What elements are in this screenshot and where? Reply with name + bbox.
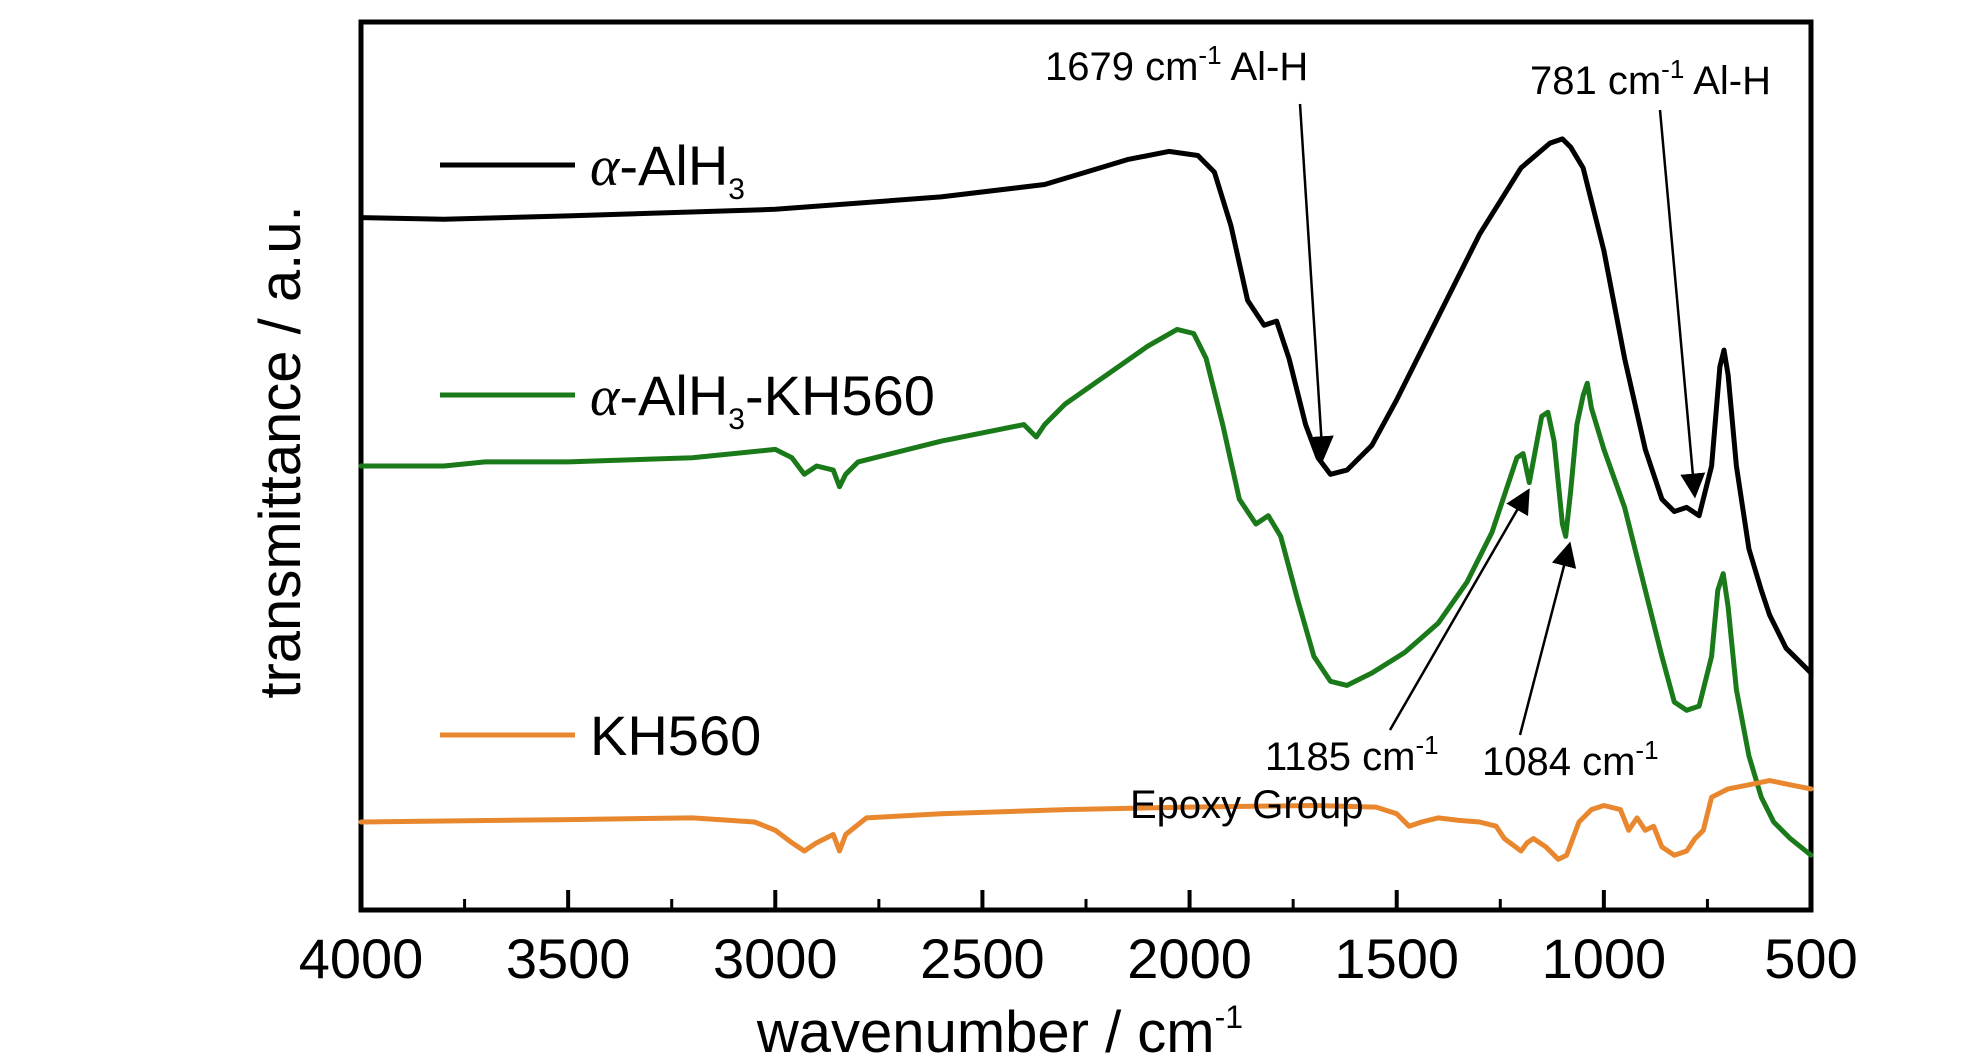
svg-text:781 cm-1 Al-H: 781 cm-1 Al-H [1530, 54, 1771, 103]
annotation-1084: 1084 cm-1 [1482, 735, 1659, 784]
x-tick-label: 2000 [1127, 927, 1252, 990]
annotation-781: 781 cm-1 Al-H [1530, 54, 1771, 103]
series-line-2 [358, 326, 1814, 858]
x-tick-label: 3000 [713, 927, 838, 990]
svg-text:1185 cm-1: 1185 cm-1 [1265, 730, 1439, 779]
x-axis-label: wavenumber / cm-1 [756, 999, 1243, 1063]
x-axis-tick-labels: 4000 3500 3000 2500 2000 1500 1000 500 [299, 927, 1858, 990]
annotation-arrow-1 [1298, 103, 1334, 462]
legend-label-3: KH560 [590, 704, 761, 767]
legend: α-AlH3 α-AlH3-KH560 KH560 [440, 134, 935, 767]
x-tick-label: 3500 [506, 927, 631, 990]
annotation-1185: 1185 cm-1 [1265, 730, 1439, 779]
annotation-arrows [1298, 103, 1706, 736]
annotation-arrow-3 [1388, 488, 1530, 731]
annotation-arrow-2 [1658, 109, 1706, 499]
x-tick-label: 4000 [299, 927, 424, 990]
svg-text:1084 cm-1: 1084 cm-1 [1482, 735, 1659, 784]
legend-label-1: α-AlH3 [590, 134, 745, 206]
x-tick-label: 2500 [920, 927, 1045, 990]
y-axis-label: transmittance / a.u. [248, 205, 313, 698]
series-line-3 [358, 778, 1814, 862]
x-tick-label: 1000 [1542, 927, 1667, 990]
legend-label-2: α-AlH3-KH560 [590, 364, 935, 436]
svg-text:1679 cm-1 Al-H: 1679 cm-1 Al-H [1045, 40, 1308, 89]
x-tick-label: 500 [1764, 927, 1857, 990]
annotation-epoxy-group: Epoxy Group [1130, 783, 1363, 827]
x-axis-ticks [359, 890, 1813, 910]
annotation-arrow-4 [1518, 541, 1577, 736]
series-line-1 [358, 136, 1814, 676]
x-tick-label: 1500 [1334, 927, 1459, 990]
annotation-1679: 1679 cm-1 Al-H [1045, 40, 1308, 89]
series-group [358, 136, 1814, 862]
